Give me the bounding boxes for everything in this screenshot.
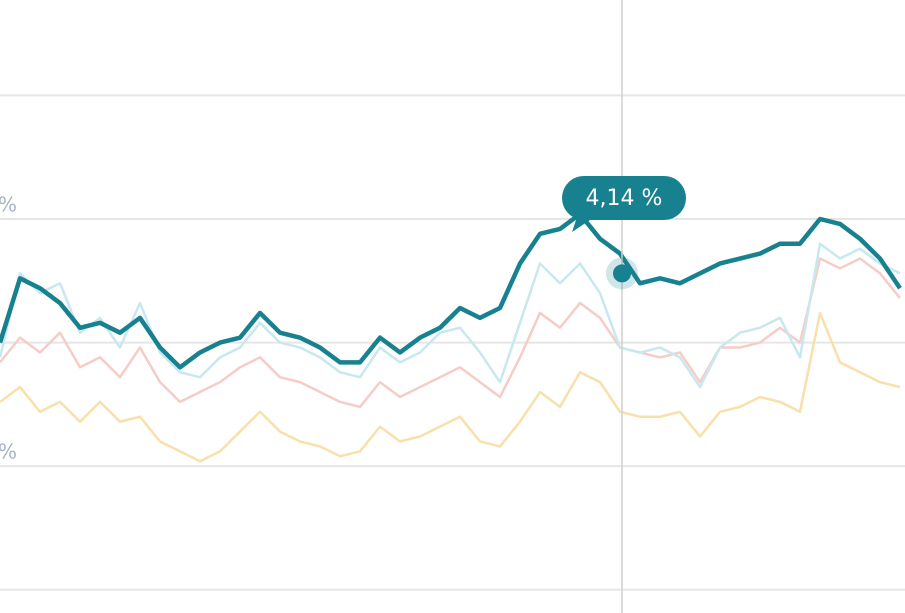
- series-line: [0, 211, 902, 370]
- tooltip-box: [562, 176, 686, 220]
- tooltip-pointer: [572, 214, 596, 232]
- grid: %%: [0, 94, 905, 591]
- tooltip: 4,14 %: [562, 176, 686, 290]
- series-line: [0, 311, 901, 463]
- series-line: [0, 257, 901, 409]
- y-tick-label: %: [0, 192, 17, 216]
- lines: [0, 211, 902, 463]
- series-line: [0, 242, 901, 389]
- tooltip-dot: [613, 264, 631, 283]
- y-tick-label: %: [0, 440, 17, 464]
- tooltip-label: 4,14 %: [586, 186, 663, 211]
